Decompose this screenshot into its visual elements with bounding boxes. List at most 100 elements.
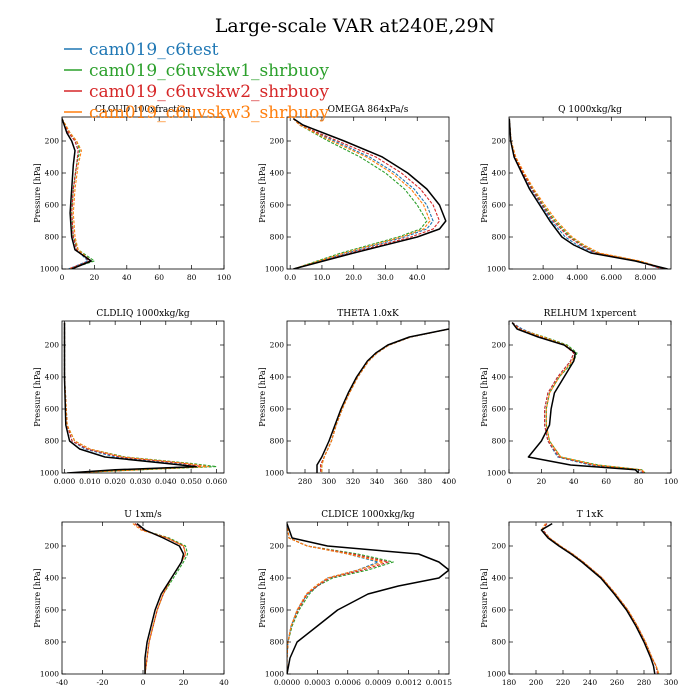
series-group xyxy=(292,117,447,269)
legend-label: cam019_c6uvskw3_shrbuoy xyxy=(89,103,329,123)
x-tick-label: 400 xyxy=(442,477,457,486)
series-line xyxy=(320,328,449,473)
series-line xyxy=(293,118,441,269)
series-group xyxy=(63,322,217,473)
panel-title: THETA 1.0xK xyxy=(337,309,399,319)
x-tick-label: 20.0 xyxy=(345,273,362,282)
legend-label: cam019_c6uvskw2_shrbuoy xyxy=(89,82,329,102)
y-tick-label: 200 xyxy=(492,137,507,146)
y-axis-label: Pressure [hPa] xyxy=(33,163,42,223)
series-line-reference xyxy=(287,523,449,674)
y-tick-label: 600 xyxy=(45,606,60,615)
y-tick-label: 200 xyxy=(270,341,285,350)
legend-label: cam019_c6uvskw1_shrbuoy xyxy=(89,61,329,81)
series-line xyxy=(321,328,449,473)
y-tick-label: 800 xyxy=(492,233,507,242)
y-tick-label: 600 xyxy=(45,201,60,210)
x-tick-label: 0.060 xyxy=(206,477,228,486)
x-tick-label: 100 xyxy=(664,477,679,486)
series-line-reference xyxy=(540,522,656,674)
y-tick-label: 800 xyxy=(270,437,285,446)
series-line xyxy=(321,328,449,473)
x-tick-label: 30.0 xyxy=(377,273,394,282)
y-tick-label: 200 xyxy=(492,542,507,551)
y-tick-label: 400 xyxy=(270,169,285,178)
x-tick-label: 20 xyxy=(90,273,100,282)
y-tick-label: 1000 xyxy=(487,265,506,274)
series-line xyxy=(134,523,187,674)
series-line xyxy=(134,523,187,674)
panel-title: Q 1000xkg/kg xyxy=(558,105,622,115)
series-line xyxy=(62,118,91,269)
series-line xyxy=(134,523,189,674)
x-tick-label: 200 xyxy=(529,678,544,687)
panel-title: U 1xm/s xyxy=(124,510,162,520)
y-tick-label: 200 xyxy=(270,542,285,551)
y-tick-label: 1000 xyxy=(265,670,284,679)
y-axis-label: Pressure [hPa] xyxy=(258,568,267,628)
plot-frame xyxy=(286,521,450,675)
panel: THETA 1.0xK 280 300 320 340 360 380 400 200 400 60… xyxy=(258,309,456,486)
y-axis-label: Pressure [hPa] xyxy=(258,163,267,223)
y-tick-label: 1000 xyxy=(265,265,284,274)
y-tick-label: 800 xyxy=(492,638,507,647)
panel: OMEGA 864xPa/s 0.0 10.0 20.0 30.0 40.0 200 400 6… xyxy=(258,105,450,282)
y-tick-label: 600 xyxy=(270,405,285,414)
plot-frame xyxy=(508,116,672,270)
series-line xyxy=(287,523,384,674)
series-group xyxy=(511,322,646,473)
legend-item: cam019_c6uvskw3_shrbuoy xyxy=(64,103,329,123)
panel: CLDICE 1000xkg/kg 0.0000 0.0003 0.0006 0.000… xyxy=(258,510,452,687)
y-tick-label: 400 xyxy=(45,373,60,382)
series-group xyxy=(132,523,189,674)
plot-frame xyxy=(286,320,450,474)
y-tick-label: 400 xyxy=(492,574,507,583)
y-tick-label: 200 xyxy=(45,542,60,551)
series-line xyxy=(511,322,646,473)
plot-frame xyxy=(286,116,450,270)
series-group xyxy=(62,118,95,269)
series-line-reference xyxy=(292,117,447,269)
series-line xyxy=(540,523,660,674)
series-group xyxy=(316,328,449,473)
x-tick-label: 0.020 xyxy=(104,477,126,486)
x-tick-label: 20 xyxy=(179,678,189,687)
y-tick-label: 400 xyxy=(270,574,285,583)
panel-title: T 1xK xyxy=(577,510,604,520)
y-axis-label: Pressure [hPa] xyxy=(33,568,42,628)
x-tick-label: 0.0012 xyxy=(395,678,421,687)
x-tick-label: 40 xyxy=(219,678,229,687)
panel: Q 1000xkg/kg 2.000 4.000 6.000 8.000 200 400 60… xyxy=(480,105,672,282)
series-group xyxy=(540,522,660,674)
series-line-reference xyxy=(136,523,185,674)
panel: CLOUD 100xfraction 0 20 40 60 80 100 200 400 600 8… xyxy=(33,105,231,282)
x-tick-label: 260 xyxy=(610,678,625,687)
series-line xyxy=(62,118,95,269)
x-tick-label: 10.0 xyxy=(314,273,331,282)
y-tick-label: 800 xyxy=(270,638,285,647)
x-tick-label: 220 xyxy=(556,678,571,687)
y-tick-label: 1000 xyxy=(487,670,506,679)
x-tick-label: 0.0 xyxy=(284,273,296,282)
x-tick-label: 40 xyxy=(122,273,132,282)
x-tick-label: 0 xyxy=(141,678,146,687)
series-line xyxy=(511,322,646,473)
figure-title: Large-scale VAR at240E,29N xyxy=(215,15,495,37)
x-tick-label: 80 xyxy=(187,273,197,282)
y-tick-label: 400 xyxy=(45,574,60,583)
y-tick-label: 200 xyxy=(45,341,60,350)
panel-title: OMEGA 864xPa/s xyxy=(328,105,409,115)
panel-title: CLDLIQ 1000xkg/kg xyxy=(96,309,190,319)
x-tick-label: 0.0000 xyxy=(274,678,300,687)
series-line xyxy=(293,118,428,269)
panel: CLDLIQ 1000xkg/kg0.000 0.010 0.020 0.030 0.0… xyxy=(33,309,227,486)
x-tick-label: 2.000 xyxy=(532,273,554,282)
x-tick-label: 0.030 xyxy=(130,477,152,486)
plot-frame xyxy=(61,116,225,270)
x-tick-label: 240 xyxy=(583,678,598,687)
x-tick-label: 0.010 xyxy=(79,477,101,486)
y-tick-label: 1000 xyxy=(265,469,284,478)
panel-title: CLOUD 100xfraction xyxy=(95,105,191,115)
y-tick-label: 400 xyxy=(492,169,507,178)
